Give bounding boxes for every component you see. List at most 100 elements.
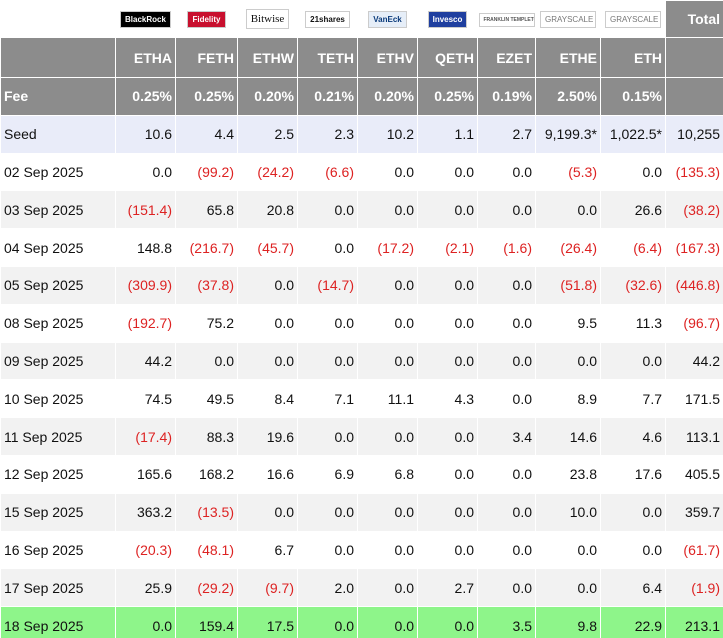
flow-cell: 25.9 [115,568,176,608]
flow-cell: 2.5 [237,114,298,154]
flow-cell: 19.6 [237,417,298,456]
flow-cell: 88.3 [175,417,238,456]
flow-cell: 4.3 [417,379,478,419]
date-cell: 03 Sep 2025 [0,190,116,230]
logo-cell: BlackRock [115,0,176,38]
flow-cell: 0.0 [600,152,666,192]
flow-cell: 0.0 [417,190,478,230]
flow-cell: 2.7 [477,114,536,154]
total-cell: 10,255 [665,114,723,154]
logo-cell: VanEck [357,0,418,38]
date-cell: 11 Sep 2025 [0,417,116,456]
flow-cell: 0.0 [175,341,238,381]
flow-cell: (13.5) [175,492,238,532]
total-cell: (96.7) [665,303,723,343]
issuer-logo: Bitwise [245,9,290,29]
fee-value: 0.25% [115,77,176,116]
flow-cell: 0.0 [357,568,418,608]
flow-cell: 8.9 [535,379,601,419]
flow-cell: 0.0 [417,454,478,494]
flow-cell: 159.4 [175,606,238,638]
flow-cell: 22.9 [600,606,666,638]
fee-value: 0.20% [237,77,298,116]
flow-cell: 0.0 [237,341,298,381]
issuer-logo: VanEck [368,10,407,28]
logo-cell: 21shares [297,0,358,38]
total-cell: 44.2 [665,341,723,381]
flow-cell: 0.0 [297,530,358,570]
flow-cell: (1.6) [477,228,536,267]
flow-cell: 49.5 [175,379,238,419]
corner-cell [0,37,116,78]
total-cell: (1.9) [665,568,723,608]
issuer-logo: BlackRock [120,10,171,28]
flow-cell: 148.8 [115,228,176,267]
flow-cell: (48.1) [175,530,238,570]
logo-cell: GRAYSCALE [535,0,601,38]
flow-cell: 0.0 [417,492,478,532]
ticker-header: ETH [600,37,666,78]
flow-cell: 9,199.3* [535,114,601,154]
flow-cell: 0.0 [477,265,536,305]
flow-cell: 44.2 [115,341,176,381]
flow-cell: (6.6) [297,152,358,192]
ticker-header: FETH [175,37,238,78]
total-cell: 359.7 [665,492,723,532]
flow-cell: 0.0 [297,341,358,381]
flow-cell: 0.0 [297,492,358,532]
flow-cell: (99.2) [175,152,238,192]
flow-cell: 0.0 [417,417,478,456]
date-cell: 10 Sep 2025 [0,379,116,419]
flow-cell: (17.2) [357,228,418,267]
ticker-header: ETHE [535,37,601,78]
flow-cell: 0.0 [417,303,478,343]
flow-cell: 10.0 [535,492,601,532]
table-row: BlackRock Fidelity Bitwise 21shares VanEck In… [0,0,723,38]
flow-cell: 7.7 [600,379,666,419]
total-cell: 113.1 [665,417,723,456]
flow-cell: (29.2) [175,568,238,608]
total-cell: (446.8) [665,265,723,305]
flow-cell: 2.7 [417,568,478,608]
flow-cell: 14.6 [535,417,601,456]
flow-cell: (192.7) [115,303,176,343]
flow-cell: 10.2 [357,114,418,154]
logo-cell: Fidelity [175,0,238,38]
flow-cell: 363.2 [115,492,176,532]
flow-cell: 0.0 [357,190,418,230]
flow-cell: 3.4 [477,417,536,456]
flow-cell: 0.0 [600,341,666,381]
table-row: ETHA FETH ETHW TETH ETHV QETH EZET ETHE ETH [0,37,723,78]
flow-cell: 9.5 [535,303,601,343]
fee-value: 0.21% [297,77,358,116]
table-row: 18 Sep 2025 0.0 159.4 17.5 0.0 0.0 0.0 3.5 9.8 22… [0,606,723,638]
flow-cell: 0.0 [417,152,478,192]
flow-cell: 0.0 [535,341,601,381]
ticker-header: ETHV [357,37,418,78]
flow-cell: 0.0 [600,492,666,532]
flow-cell: 0.0 [297,606,358,638]
flow-cell: 0.0 [357,606,418,638]
date-cell: 05 Sep 2025 [0,265,116,305]
issuer-logo: Invesco [427,10,468,28]
flow-cell: 6.4 [600,568,666,608]
total-blank [665,37,723,78]
flow-cell: 74.5 [115,379,176,419]
flow-cell: 17.5 [237,606,298,638]
flow-cell: 0.0 [237,492,298,532]
total-cell: (167.3) [665,228,723,267]
flow-cell: (2.1) [417,228,478,267]
flow-cell: 0.0 [357,492,418,532]
date-cell: 08 Sep 2025 [0,303,116,343]
flow-cell: 6.9 [297,454,358,494]
flow-cell: 2.3 [297,114,358,154]
flow-cell: 4.6 [600,417,666,456]
fee-value: 0.20% [357,77,418,116]
total-cell: 405.5 [665,454,723,494]
flow-cell: 0.0 [477,454,536,494]
flow-cell: 0.0 [535,568,601,608]
flow-cell: 1,022.5* [600,114,666,154]
flow-cell: 3.5 [477,606,536,638]
flow-cell: 4.4 [175,114,238,154]
